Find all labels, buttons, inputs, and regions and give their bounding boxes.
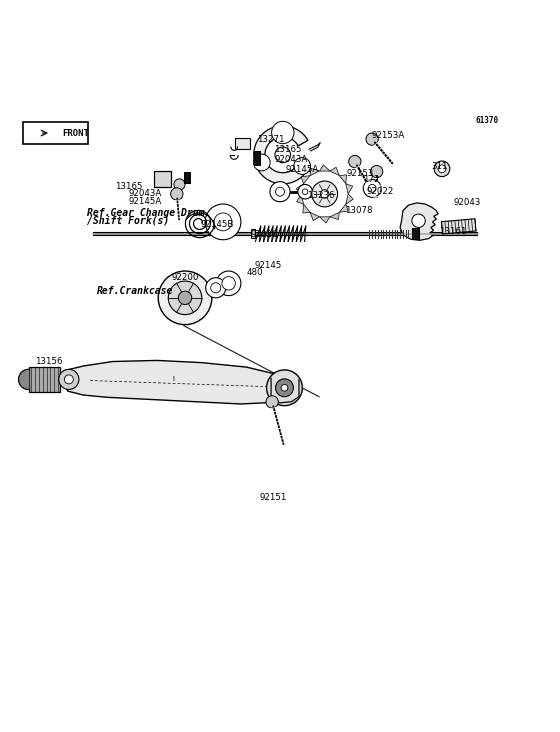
Text: 13271: 13271 (256, 135, 284, 144)
Circle shape (366, 133, 378, 145)
Circle shape (205, 204, 241, 240)
Polygon shape (297, 194, 304, 204)
Polygon shape (254, 126, 308, 184)
Circle shape (158, 271, 212, 325)
FancyBboxPatch shape (155, 171, 171, 187)
Polygon shape (296, 184, 304, 194)
Circle shape (349, 155, 361, 168)
Polygon shape (301, 176, 310, 184)
Text: Ref.Gear Change Drum: Ref.Gear Change Drum (87, 209, 205, 218)
Circle shape (281, 384, 288, 391)
FancyBboxPatch shape (184, 172, 189, 183)
Circle shape (64, 375, 73, 384)
Circle shape (272, 122, 294, 143)
Circle shape (206, 277, 226, 298)
Circle shape (168, 281, 202, 315)
Text: /Shift Fork(s): /Shift Fork(s) (87, 216, 170, 225)
Polygon shape (441, 219, 476, 234)
Circle shape (302, 189, 308, 195)
Polygon shape (310, 168, 319, 176)
Text: Ref.Crankcase: Ref.Crankcase (97, 285, 173, 296)
Circle shape (298, 184, 312, 199)
Text: 92151: 92151 (260, 493, 287, 501)
Text: 61370: 61370 (475, 116, 498, 124)
Circle shape (254, 154, 270, 171)
Bar (251, 229, 255, 238)
Polygon shape (319, 165, 330, 171)
Circle shape (270, 182, 290, 202)
Text: 311: 311 (431, 162, 448, 171)
Polygon shape (400, 203, 438, 240)
Circle shape (222, 277, 235, 290)
Text: 13156: 13156 (35, 357, 63, 366)
Text: 13236: 13236 (307, 191, 334, 200)
Bar (412, 228, 419, 239)
Text: 92153: 92153 (347, 169, 374, 178)
Circle shape (275, 147, 291, 163)
Text: 92043A: 92043A (274, 154, 307, 164)
Circle shape (211, 283, 221, 293)
Circle shape (214, 213, 232, 231)
Text: 92145A: 92145A (286, 165, 319, 174)
Text: 13161: 13161 (438, 228, 466, 236)
Polygon shape (346, 194, 353, 204)
Circle shape (276, 187, 284, 196)
Polygon shape (339, 175, 347, 184)
Polygon shape (346, 184, 353, 194)
Circle shape (438, 165, 446, 173)
Polygon shape (339, 204, 348, 212)
Polygon shape (303, 204, 310, 213)
Text: 92145A: 92145A (128, 197, 161, 206)
Text: 92153A: 92153A (371, 131, 404, 140)
Text: 13165: 13165 (115, 182, 143, 191)
Polygon shape (310, 212, 319, 220)
Circle shape (266, 396, 278, 408)
FancyBboxPatch shape (23, 122, 88, 143)
Circle shape (368, 184, 376, 193)
FancyBboxPatch shape (254, 152, 260, 165)
Polygon shape (18, 370, 29, 389)
Circle shape (412, 214, 425, 228)
Circle shape (171, 188, 183, 200)
Circle shape (59, 370, 79, 389)
Circle shape (276, 379, 293, 397)
Text: I: I (173, 376, 175, 382)
Text: 13165: 13165 (274, 146, 302, 154)
Text: 13078: 13078 (345, 206, 372, 215)
Circle shape (178, 291, 192, 305)
Text: FRONT: FRONT (62, 129, 89, 138)
Text: 92022: 92022 (367, 187, 394, 196)
Text: 480: 480 (246, 268, 263, 277)
Text: 92043A: 92043A (128, 190, 161, 198)
FancyBboxPatch shape (235, 138, 250, 149)
Circle shape (434, 161, 450, 176)
Circle shape (371, 165, 383, 178)
Polygon shape (319, 217, 330, 223)
Text: 92043: 92043 (453, 198, 480, 207)
Polygon shape (63, 360, 291, 404)
Bar (29, 367, 60, 392)
Text: 172: 172 (363, 176, 380, 184)
Circle shape (174, 179, 185, 190)
Polygon shape (330, 167, 339, 176)
Polygon shape (330, 212, 339, 220)
Circle shape (267, 370, 302, 406)
Circle shape (294, 157, 311, 174)
Circle shape (363, 179, 381, 198)
Text: 92026: 92026 (250, 231, 278, 239)
Text: 92200: 92200 (171, 273, 198, 283)
Circle shape (312, 181, 338, 207)
Circle shape (320, 190, 329, 198)
Circle shape (216, 271, 241, 296)
Polygon shape (309, 143, 320, 151)
Text: 92145B: 92145B (200, 220, 234, 228)
Text: 92145: 92145 (254, 261, 282, 270)
